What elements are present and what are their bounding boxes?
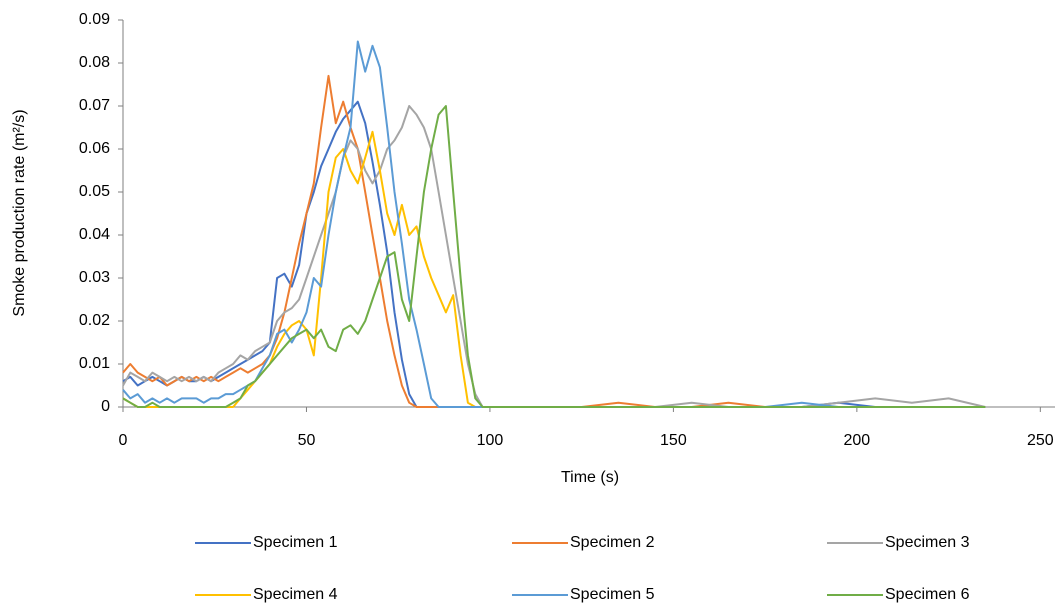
x-tick-label: 200 (844, 432, 871, 449)
y-tick-label: 0.07 (79, 97, 110, 114)
legend-label: Specimen 6 (885, 586, 970, 603)
y-tick-label: 0.03 (79, 269, 110, 286)
data-line (122, 105, 986, 408)
data-line (122, 40, 986, 408)
legend-label: Specimen 2 (570, 534, 655, 551)
legend-label: Specimen 3 (885, 534, 970, 551)
legend-label: Specimen 1 (253, 534, 338, 551)
y-tick-label: 0.02 (79, 312, 110, 329)
x-tick-label: 150 (660, 432, 687, 449)
y-tick-label: 0.01 (79, 355, 110, 372)
x-tick-label: 100 (477, 432, 504, 449)
data-line (122, 130, 986, 408)
y-tick-label: 0.09 (79, 11, 110, 28)
x-tick-label: 250 (1027, 432, 1054, 449)
y-tick-label: 0.06 (79, 140, 110, 157)
legend-label: Specimen 4 (253, 586, 338, 603)
x-tick-label: 50 (298, 432, 316, 449)
y-tick-label: 0 (101, 398, 110, 415)
y-tick-label: 0.04 (79, 226, 110, 243)
data-line (122, 105, 986, 408)
legend-label: Specimen 5 (570, 586, 655, 603)
x-axis-label: Time (s) (561, 469, 619, 486)
y-tick-label: 0.08 (79, 54, 110, 71)
data-line (122, 100, 986, 408)
x-tick-label: 0 (119, 432, 128, 449)
y-tick-label: 0.05 (79, 183, 110, 200)
y-axis-label: Smoke production rate (m²/s) (11, 109, 28, 316)
